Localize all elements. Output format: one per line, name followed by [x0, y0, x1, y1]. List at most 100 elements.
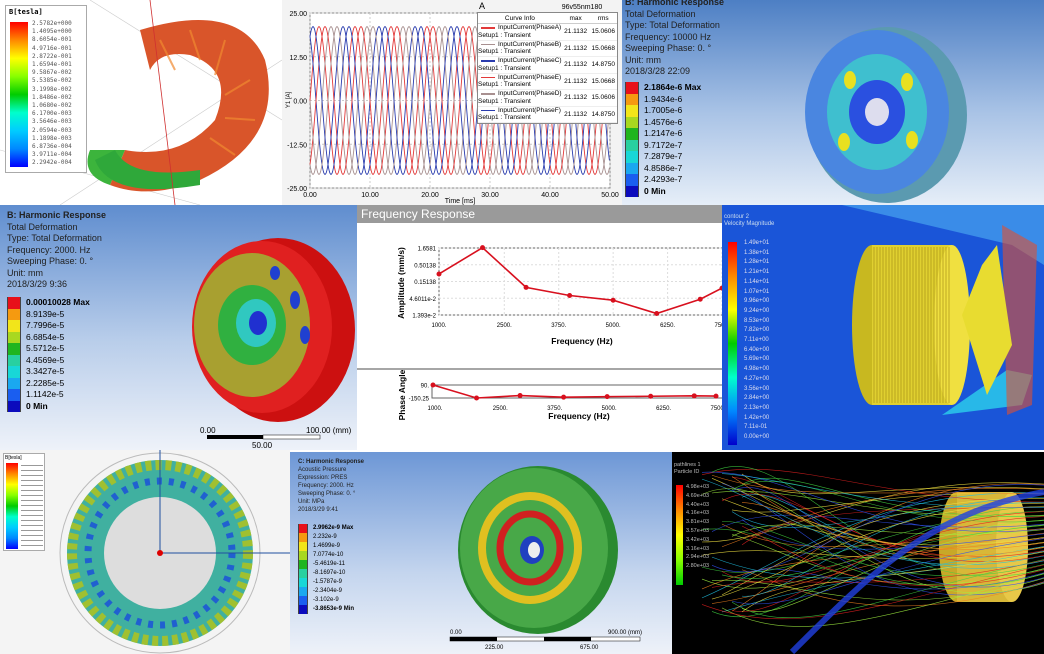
- x-tick-label: 1000.: [431, 323, 446, 329]
- legend-value: 1.28e+01: [744, 259, 770, 266]
- legend-value: 1.14e+01: [744, 278, 770, 285]
- amplitude-point: [436, 271, 442, 277]
- color-swatch: [298, 569, 308, 578]
- legend-header: max: [569, 14, 582, 22]
- wheel-2k-panel: B: Harmonic Response Total Deformation Typ…: [0, 205, 357, 450]
- result-title: C: Harmonic Response: [298, 459, 365, 465]
- color-swatch: [625, 185, 639, 197]
- legend-value: 7.7996e-5: [26, 320, 65, 330]
- legend-value: 2.232e-9: [313, 533, 337, 540]
- y-tick-label: 0.50138: [414, 263, 436, 269]
- info-line: Sweeping Phase: 0. °: [7, 256, 94, 266]
- legend-value: 6.6854e-5: [26, 331, 65, 342]
- legend-value: 2.8722e-001: [32, 52, 72, 60]
- legend-value: 2.9962e-9 Max: [313, 524, 354, 531]
- legend-value: 0 Min: [26, 400, 48, 411]
- legend-row: InputCurrent(PhaseF) Setup1 : Transient 21…: [478, 107, 617, 123]
- stator-ring-panel: B[tesla]: [0, 450, 290, 654]
- y-tick-label: 1.6581: [418, 247, 437, 253]
- series-max: 21.1132: [564, 94, 588, 102]
- color-swatch: [625, 128, 639, 140]
- legend-row: 7.0774e-10: [298, 551, 354, 560]
- legend-value: 4.69e+03: [686, 492, 710, 499]
- legend-value: 1.7005e-6: [644, 105, 683, 115]
- x-tick-label: 5000.: [602, 406, 617, 412]
- series-rms: 14.8750: [591, 110, 615, 118]
- series-setup: Setup1 : Transient: [478, 97, 531, 105]
- y-tick-label: 25.00: [289, 11, 307, 18]
- legend-row: -2.3404e-9: [298, 587, 354, 596]
- legend-value: 2.5782e+000: [32, 20, 72, 27]
- fan-model: [842, 205, 1044, 415]
- legend-value: 3.81e+03: [686, 519, 710, 526]
- y-tick-label: 0.00: [293, 99, 307, 106]
- legend-value: 0.00e+00: [744, 434, 770, 441]
- legend-value: -8.1697e-10: [313, 569, 346, 576]
- legend-row: 0 Min: [625, 185, 701, 197]
- legend-value: 2.0594e-003: [32, 126, 72, 134]
- legend-value: 1.1142e-5: [26, 389, 64, 399]
- legend-value: 3.3427e-5: [26, 366, 65, 376]
- legend-value: 1.6594e-001: [32, 61, 72, 69]
- chart-subtitle: 96v55nm180: [562, 4, 603, 11]
- legend-value: 2.2942e-004: [32, 159, 72, 167]
- color-swatch: [7, 366, 21, 378]
- legend-value: 3.1998e-002: [32, 85, 72, 93]
- scale-q1: 225.00: [485, 645, 504, 651]
- legend-line-swatch: [481, 60, 495, 62]
- series-line: [309, 26, 610, 175]
- chart-title: A: [479, 1, 485, 11]
- stator-model: [59, 450, 290, 654]
- legend-value: 2.84e+00: [744, 395, 770, 402]
- result-title: B: Harmonic Response: [7, 210, 107, 220]
- y-axis-label: Amplitude (mm/s): [396, 247, 406, 319]
- legend-row: 8.9139e-5: [7, 308, 90, 320]
- pathlines-model: [701, 466, 1044, 654]
- legend-row: 1.9434e-6: [625, 93, 701, 105]
- legend-row: 2.232e-9: [298, 533, 354, 542]
- phase-point: [517, 393, 523, 399]
- x-tick-label: 2500.: [497, 323, 512, 329]
- legend-value: 6.8736e-004: [32, 143, 72, 151]
- color-swatch: [298, 560, 308, 569]
- color-bar: [10, 22, 28, 167]
- color-swatch: [7, 389, 21, 401]
- color-swatch: [298, 587, 308, 596]
- series-name: InputCurrent(PhaseE): [498, 73, 562, 81]
- legend-value: 9.96e+00: [744, 298, 770, 305]
- x-tick-label: 5000.: [606, 323, 621, 329]
- phase-point: [713, 393, 719, 399]
- scale-q3: 675.00: [580, 645, 599, 651]
- series-setup: Setup1 : Transient: [478, 48, 531, 56]
- legend-row: 4.8586e-7: [625, 162, 701, 174]
- panel-title: Frequency Response: [357, 205, 722, 223]
- cfd-velocity-panel: contour 2 Velocity Magnitude 1.49e+01 1.3…: [722, 205, 1044, 450]
- legend-row: 4.4569e-5: [7, 354, 90, 366]
- legend-value: 2.13e+00: [744, 404, 770, 411]
- y-axis-label: Phase Angle: [397, 369, 407, 420]
- legend-row: InputCurrent(PhaseB) Setup1 : Transient 21…: [478, 41, 617, 57]
- legend-value: 1.4576e-6: [644, 116, 683, 127]
- legend-value: 1.38e+01: [744, 249, 770, 256]
- legend-value: 3.57e+03: [686, 527, 710, 534]
- legend-row: 7.2879e-7: [625, 151, 701, 163]
- color-swatch: [7, 354, 21, 366]
- color-swatch: [7, 343, 21, 355]
- color-swatch: [625, 116, 639, 128]
- legend-row: 2.9962e-9 Max: [298, 524, 354, 533]
- coil-model: [0, 0, 282, 205]
- phase-point: [691, 393, 697, 399]
- legend-line-swatch: [481, 109, 495, 112]
- legend-value: 1.21e+01: [744, 269, 770, 276]
- scale-end: 100.00 (mm): [306, 426, 352, 435]
- legend-value: 4.40e+03: [686, 501, 710, 508]
- amplitude-point: [610, 297, 616, 303]
- color-swatch: [7, 308, 21, 320]
- phase-point: [474, 395, 480, 401]
- legend-value: 8.6054e-001: [32, 36, 72, 44]
- legend-value: 5.69e+00: [744, 356, 770, 363]
- info-line: Total Deformation: [7, 221, 78, 232]
- legend-value: 1.9434e-6: [644, 93, 683, 104]
- x-tick-label: 0.00: [303, 192, 317, 199]
- series-rms: 15.0668: [591, 44, 615, 52]
